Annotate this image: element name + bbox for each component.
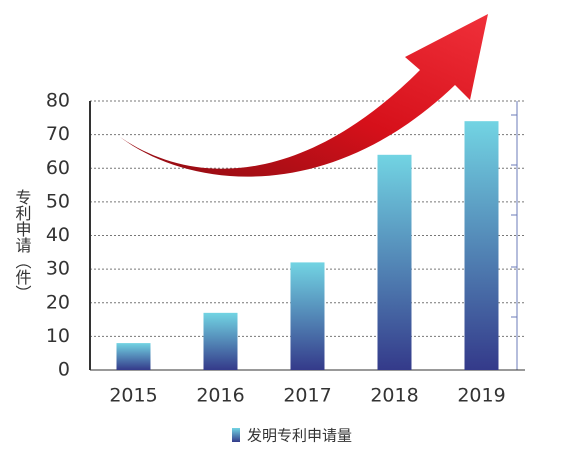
x-tick-label: 2015 — [109, 385, 157, 407]
x-tick-label: 2016 — [196, 385, 244, 407]
legend: 发明专利申请量 — [232, 427, 352, 445]
bar — [464, 121, 499, 370]
y-tick-label: 20 — [46, 291, 70, 313]
y-tick-label: 60 — [46, 157, 70, 179]
bar — [290, 262, 325, 370]
x-tick-label: 2019 — [457, 385, 505, 407]
x-tick-label: 2017 — [283, 385, 331, 407]
x-tick-label: 2018 — [370, 385, 418, 407]
y-tick-label: 10 — [46, 325, 70, 347]
y-axis-label: 专利申请（件） — [13, 189, 32, 301]
plot-area: 0 10 20 30 40 50 60 70 80 2015 2016 2017 2018 2019 — [46, 90, 525, 407]
legend-swatch — [232, 428, 240, 442]
y-tick-label: 40 — [46, 224, 70, 246]
y-tick-label: 30 — [46, 258, 70, 280]
bar — [116, 343, 151, 370]
legend-label: 发明专利申请量 — [247, 427, 352, 445]
y-tick-label: 80 — [46, 90, 70, 112]
y-tick-label: 50 — [46, 190, 70, 212]
y-tick-label: 0 — [58, 359, 70, 381]
bar — [203, 312, 238, 370]
trend-arrow — [120, 14, 488, 177]
y-tick-label: 70 — [46, 123, 70, 145]
bar — [377, 154, 412, 370]
